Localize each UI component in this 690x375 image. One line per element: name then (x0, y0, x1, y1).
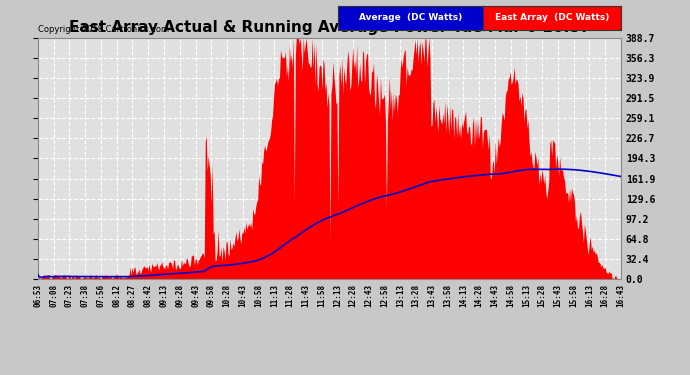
Title: East Array Actual & Running Average Power Tue Mar 6 16:57: East Array Actual & Running Average Powe… (68, 20, 591, 35)
Text: East Array  (DC Watts): East Array (DC Watts) (495, 13, 609, 22)
Text: Copyright 2018 Cartronics.com: Copyright 2018 Cartronics.com (38, 25, 169, 34)
Text: Average  (DC Watts): Average (DC Watts) (359, 13, 462, 22)
